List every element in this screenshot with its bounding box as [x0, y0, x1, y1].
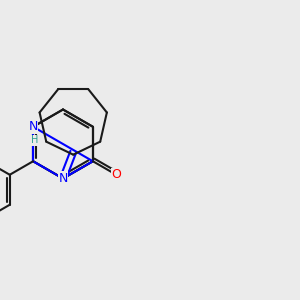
- Text: H: H: [31, 135, 38, 145]
- Text: N: N: [28, 120, 38, 133]
- Text: N: N: [58, 172, 68, 185]
- Text: O: O: [111, 168, 121, 181]
